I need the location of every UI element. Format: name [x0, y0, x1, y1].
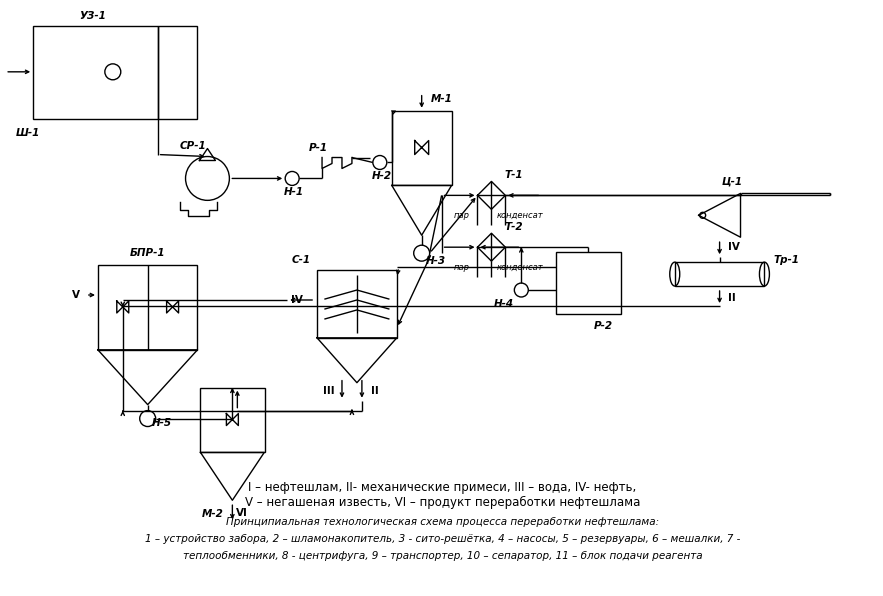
- Text: Р-1: Р-1: [308, 142, 328, 153]
- Text: I – нефтешлам, II- механические примеси, III – вода, IV- нефть,: I – нефтешлам, II- механические примеси,…: [248, 481, 637, 494]
- Text: С-1: С-1: [291, 255, 311, 265]
- Bar: [33, 26, 198, 119]
- Text: Р-2: Р-2: [593, 321, 613, 331]
- Text: Т-1: Т-1: [504, 170, 523, 181]
- Bar: [675, 262, 765, 286]
- Text: Н-5: Н-5: [152, 418, 171, 427]
- Bar: [556, 252, 621, 314]
- Text: конденсат: конденсат: [496, 263, 543, 272]
- Text: I: I: [0, 67, 1, 77]
- Text: III: III: [323, 386, 335, 396]
- Text: Т-2: Т-2: [504, 222, 523, 232]
- Bar: [317, 270, 396, 338]
- Text: Ц-1: Ц-1: [722, 176, 743, 187]
- Text: Н-4: Н-4: [494, 299, 513, 309]
- Text: теплообменники, 8 - центрифуга, 9 – транспортер, 10 – сепаратор, 11 – блок подач: теплообменники, 8 - центрифуга, 9 – тран…: [183, 551, 702, 561]
- Text: М-1: М-1: [431, 94, 453, 104]
- Text: Ш-1: Ш-1: [16, 128, 41, 138]
- Text: IV: IV: [291, 295, 303, 305]
- Bar: [200, 387, 265, 452]
- Text: пар: пар: [454, 211, 470, 220]
- Text: VI: VI: [237, 508, 248, 518]
- Text: М-2: М-2: [201, 509, 223, 519]
- Text: II: II: [371, 386, 379, 396]
- Text: пар: пар: [454, 263, 470, 272]
- Text: СР-1: СР-1: [179, 141, 206, 151]
- Text: Принципиальная технологическая схема процесса переработки нефтешлама:: Принципиальная технологическая схема про…: [226, 517, 660, 527]
- Text: Н-2: Н-2: [372, 172, 392, 181]
- Text: V – негашеная известь, VI – продукт переработки нефтешлама: V – негашеная известь, VI – продукт пере…: [245, 496, 640, 509]
- Text: конденсат: конденсат: [496, 211, 543, 220]
- Bar: [392, 111, 451, 185]
- Bar: [98, 265, 198, 350]
- Text: УЗ-1: УЗ-1: [79, 11, 106, 21]
- Text: Н-1: Н-1: [284, 187, 305, 197]
- Text: II: II: [728, 293, 736, 303]
- Text: V: V: [72, 290, 80, 300]
- Text: Тр-1: Тр-1: [774, 255, 799, 265]
- Text: БПР-1: БПР-1: [130, 248, 165, 258]
- Text: IV: IV: [728, 242, 739, 252]
- Text: Н-3: Н-3: [426, 256, 446, 266]
- Text: 1 – устройство забора, 2 – шламонакопитель, 3 - сито-решётка, 4 – насосы, 5 – ре: 1 – устройство забора, 2 – шламонакопите…: [145, 534, 740, 544]
